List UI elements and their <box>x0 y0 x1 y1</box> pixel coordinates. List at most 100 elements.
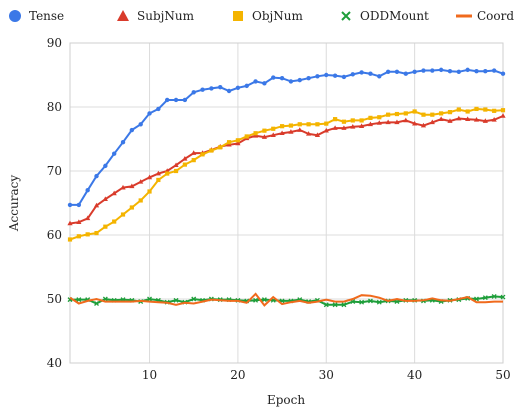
data-point <box>156 106 161 112</box>
data-point <box>403 71 408 76</box>
data-point <box>173 168 179 174</box>
data-point <box>94 230 99 236</box>
data-point <box>67 237 73 242</box>
series-tense <box>67 67 506 208</box>
legend-label: SubjNum <box>137 9 195 23</box>
data-point <box>438 116 444 121</box>
data-point <box>279 130 285 136</box>
data-point <box>341 74 347 80</box>
data-point <box>465 116 471 121</box>
data-point <box>359 70 364 75</box>
data-point <box>129 183 135 189</box>
data-point <box>147 296 152 302</box>
data-point <box>120 140 126 145</box>
y-tick-label: 70 <box>47 164 62 178</box>
data-point <box>359 123 365 128</box>
series-coordinv <box>69 292 503 307</box>
data-point <box>218 84 223 90</box>
data-point <box>403 111 408 116</box>
data-point <box>315 122 320 127</box>
data-point <box>146 174 153 180</box>
legend-label: Tense <box>29 9 64 23</box>
data-point <box>138 122 143 127</box>
x-tick-label: 20 <box>230 368 245 382</box>
data-point <box>218 145 223 150</box>
data-point <box>368 71 373 76</box>
data-point <box>377 74 382 79</box>
data-point <box>315 74 320 79</box>
y-tick-label: 40 <box>47 356 62 370</box>
data-point <box>439 111 444 116</box>
data-point <box>120 212 126 217</box>
data-point <box>85 188 90 193</box>
data-point <box>465 67 470 73</box>
data-point <box>244 134 249 139</box>
data-point <box>235 140 241 146</box>
data-point <box>491 293 497 299</box>
data-point <box>76 219 82 224</box>
data-point <box>447 118 453 123</box>
data-point <box>93 202 100 208</box>
data-point <box>191 90 196 95</box>
data-point <box>262 81 267 86</box>
legend-label: ObjNum <box>252 9 303 23</box>
data-point <box>147 189 152 194</box>
legend-item-subjnum: SubjNum <box>117 9 195 23</box>
data-point <box>456 69 462 75</box>
data-point <box>350 72 355 77</box>
data-point <box>297 77 302 83</box>
data-point <box>155 170 161 176</box>
x-tick-label: 10 <box>142 368 157 382</box>
series-objnum <box>67 106 506 242</box>
data-point <box>350 124 356 129</box>
data-point <box>111 190 117 196</box>
legend-marker <box>233 11 243 21</box>
data-point <box>209 86 214 91</box>
legend-item-coordinv: CoordInv <box>456 9 514 23</box>
data-point <box>147 111 152 116</box>
data-point <box>386 112 391 117</box>
data-point <box>85 215 91 221</box>
data-point <box>191 296 197 302</box>
data-point <box>421 112 426 117</box>
data-point <box>297 127 303 132</box>
data-point <box>165 97 170 103</box>
legend-marker <box>117 10 129 21</box>
data-point <box>465 109 470 114</box>
data-point <box>333 117 338 122</box>
data-point <box>482 118 488 123</box>
data-point <box>412 120 418 126</box>
data-point <box>138 179 144 184</box>
data-point <box>420 122 427 128</box>
data-point <box>483 107 488 112</box>
data-point <box>182 156 188 161</box>
data-point <box>500 113 506 118</box>
data-point <box>324 72 329 78</box>
y-tick-label: 60 <box>47 228 62 242</box>
grid <box>70 42 504 364</box>
data-point <box>394 111 400 117</box>
data-point <box>482 295 488 301</box>
series-line <box>69 115 504 225</box>
data-point <box>367 121 374 127</box>
data-point <box>270 132 276 137</box>
data-point <box>305 131 312 136</box>
data-point <box>173 162 179 168</box>
data-point <box>341 302 347 308</box>
data-point <box>403 117 409 123</box>
data-point <box>491 117 497 122</box>
legend: Tense SubjNum ObjNum ODDMount CoordInv <box>9 9 514 23</box>
y-tick-label: 80 <box>47 100 62 114</box>
data-point <box>438 67 444 73</box>
series-layer <box>67 67 506 308</box>
data-point <box>376 299 382 305</box>
data-point <box>288 129 294 134</box>
data-point <box>182 162 187 167</box>
data-point <box>226 140 232 145</box>
data-point <box>271 75 276 80</box>
data-point <box>262 128 267 133</box>
data-point <box>244 83 249 89</box>
data-point <box>306 122 311 127</box>
data-point <box>430 68 435 73</box>
data-point <box>359 118 364 123</box>
